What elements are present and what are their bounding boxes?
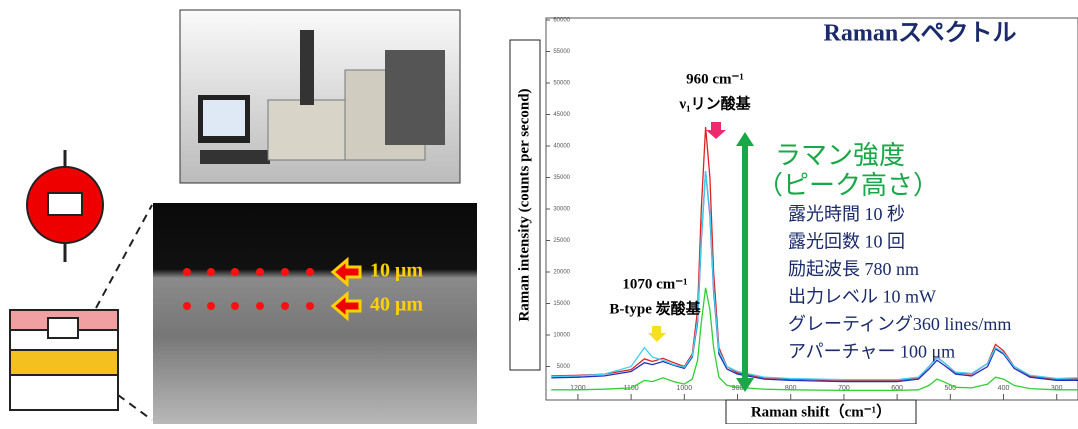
y-tick-label: 35000 — [553, 175, 570, 181]
y-tick-label: 30000 — [553, 207, 570, 213]
x-tick-label: 1000 — [677, 385, 693, 392]
x-tick-label: 400 — [998, 385, 1010, 392]
condition: アパーチャー 100 μm — [788, 342, 955, 362]
annotation: ラマン強度 — [775, 141, 905, 170]
y-tick-label: 5000 — [557, 364, 571, 370]
y-tick-label: 10000 — [553, 333, 570, 339]
y-tick-label: 45000 — [553, 112, 570, 118]
y-tick-label: 60000 — [553, 18, 570, 24]
x-tick-label: 1200 — [570, 385, 586, 392]
condition: 出力レベル 10 mW — [788, 287, 936, 307]
instrument-photo — [180, 10, 460, 183]
annotation: （ピーク高さ） — [757, 171, 939, 200]
condition: 励起波長 780 nm — [788, 259, 919, 279]
microscope-image: 10 μm 40 μm — [153, 203, 477, 424]
x-tick-label: 300 — [1051, 385, 1063, 392]
depth-label: 40 μm — [370, 294, 423, 316]
y-tick-label: 15000 — [553, 301, 570, 307]
condition: 露光回数 10 回 — [788, 232, 905, 252]
depth-label: 10 μm — [370, 260, 423, 282]
chart-title: Ramanスペクトル — [824, 20, 1017, 47]
y-axis-label: Raman intensity (counts per second) — [516, 88, 532, 321]
y-tick-label: 55000 — [553, 49, 570, 55]
annotation: 960 cm⁻¹ — [686, 71, 744, 87]
y-tick-label: 40000 — [553, 144, 570, 150]
x-tick-label: 800 — [785, 385, 797, 392]
y-tick-label: 25000 — [553, 238, 570, 244]
x-axis-label: Raman shift（cm⁻¹） — [751, 402, 891, 420]
sample-icons — [10, 150, 152, 420]
figure: 10 μm 40 μm Raman intensity (counts per … — [0, 0, 1078, 424]
condition: グレーティング360 lines/mm — [788, 314, 1011, 334]
annotation: 1070 cm⁻¹ — [622, 276, 687, 292]
x-tick-label: 500 — [944, 385, 956, 392]
annotation: B-type 炭酸基 — [609, 299, 701, 317]
y-tick-label: 20000 — [553, 270, 570, 276]
annotation: ν₁リン酸基 — [678, 94, 751, 112]
y-tick-label: 50000 — [553, 81, 570, 87]
condition: 露光時間 10 秒 — [788, 204, 905, 224]
